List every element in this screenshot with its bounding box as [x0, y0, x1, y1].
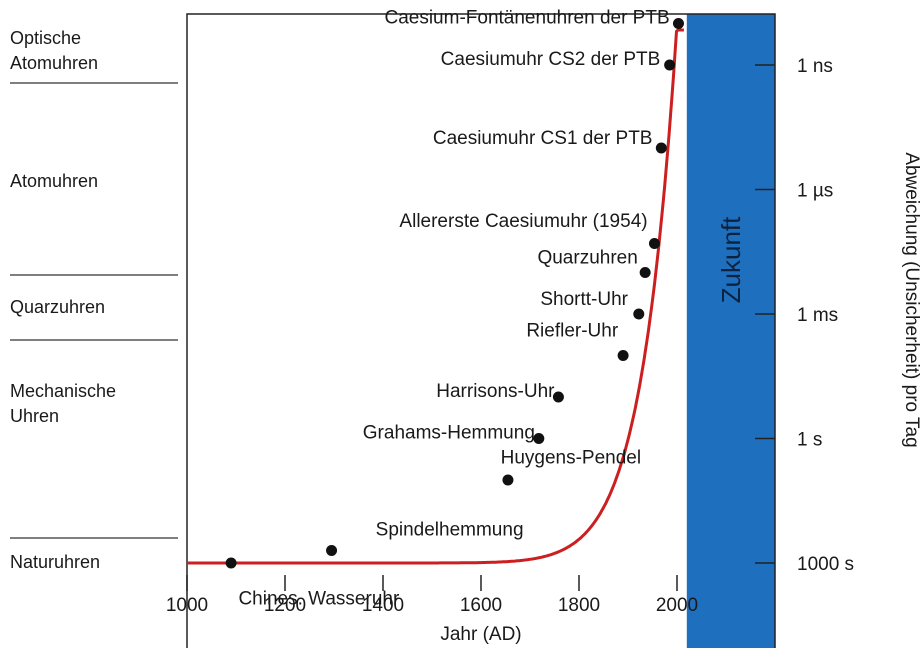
data-point-label: Allererste Caesiumuhr (1954) — [399, 211, 647, 232]
data-point-label: Shortt-Uhr — [540, 289, 628, 310]
x-tick-label: 1000 — [166, 595, 208, 616]
data-point — [225, 557, 237, 569]
data-point-label: Harrisons-Uhr — [436, 381, 555, 402]
clock-categories: Optische Atomuhren Atomuhren Quarzuhren … — [10, 28, 178, 572]
x-tick-label: 1600 — [460, 595, 502, 616]
data-point-label: Grahams-Hemmung — [363, 423, 535, 444]
data-point-label: Riefler-Uhr — [526, 321, 619, 342]
y-tick-label: 1000 s — [797, 554, 854, 575]
data-point — [533, 433, 545, 444]
data-point — [655, 142, 667, 154]
data-point — [672, 18, 684, 29]
data-point — [552, 391, 564, 403]
data-point-label: Chines. Wasseruhr — [238, 589, 400, 610]
data-point-label: Spindelhemmung — [376, 520, 524, 541]
x-tick-label: 1200 — [264, 595, 306, 616]
y-tick-label: 1 µs — [797, 181, 833, 202]
data-point — [648, 237, 660, 249]
category-label-quartz: Quarzuhren — [10, 297, 105, 317]
y-tick-label: 1 ms — [797, 305, 838, 326]
category-label-optical-2: Atomuhren — [10, 53, 98, 73]
category-label-optical-1: Optische — [10, 28, 81, 48]
data-point — [617, 350, 629, 361]
data-point — [502, 474, 514, 486]
category-label-natural: Naturuhren — [10, 552, 100, 572]
category-label-atomic: Atomuhren — [10, 171, 98, 191]
data-point — [639, 267, 651, 278]
y-tick-label: 1 ns — [797, 56, 833, 77]
future-region-label: Zukunft — [716, 216, 746, 303]
data-point — [326, 545, 338, 557]
y-axis-title: Abweichung (Unsicherheit) pro Tag — [901, 152, 922, 447]
data-point-label: Quarzuhren — [537, 247, 637, 268]
data-point-label: Caesiumuhr CS1 der PTB — [433, 128, 653, 149]
data-point-label: Caesium-Fontänenuhren der PTB — [384, 8, 669, 29]
trend-curve — [187, 28, 684, 565]
x-tick-label: 1800 — [558, 595, 600, 616]
category-label-mechanical-1: Mechanische — [10, 381, 116, 401]
x-tick-label: 2000 — [656, 595, 698, 616]
x-axis: 1000 1200 1400 1600 1800 2000 — [166, 575, 698, 616]
data-point — [633, 308, 645, 320]
x-axis-title: Jahr (AD) — [440, 624, 521, 645]
category-label-mechanical-2: Uhren — [10, 406, 59, 426]
data-point-label: Huygens-Pendel — [501, 447, 641, 468]
plot-frame — [186, 13, 776, 648]
x-tick-label: 1400 — [362, 595, 404, 616]
y-tick-label: 1 s — [797, 430, 822, 451]
future-region — [686, 14, 775, 648]
data-points: Chines. Wasseruhr Spindelhemmung Huygens-P… — [225, 8, 684, 610]
data-point-label: Caesiumuhr CS2 der PTB — [441, 49, 661, 70]
data-point — [664, 59, 676, 71]
